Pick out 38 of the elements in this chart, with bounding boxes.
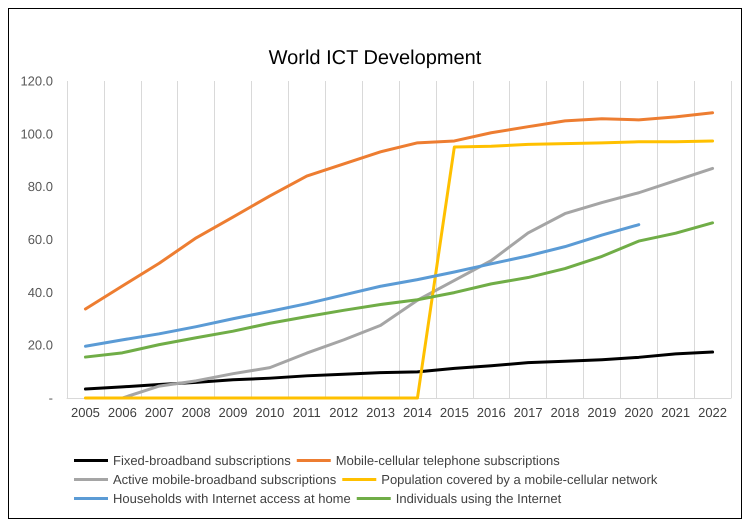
line-series xyxy=(120,166,714,400)
legend-label: Mobile-cellular telephone subscriptions xyxy=(336,453,560,468)
legend-label: Individuals using the Internet xyxy=(396,491,562,506)
legend-label: Active mobile-broadband subscriptions xyxy=(113,472,337,487)
x-tick-label: 2012 xyxy=(329,405,358,420)
line-series xyxy=(84,139,714,400)
x-tick-label: 2007 xyxy=(144,405,174,420)
line-series xyxy=(84,223,640,348)
x-tick-label: 2022 xyxy=(698,405,728,420)
legend-label: Population covered by a mobile-cellular network xyxy=(381,472,658,487)
y-tick-label: 60.0 xyxy=(28,232,53,247)
chart-title: World ICT Development xyxy=(268,47,482,69)
x-tick-label: 2014 xyxy=(402,405,432,420)
x-tick-label: 2008 xyxy=(182,405,211,420)
x-tick-label: 2018 xyxy=(550,405,580,420)
x-tick-label: 2016 xyxy=(476,405,506,420)
x-tick-label: 2017 xyxy=(514,405,543,420)
x-tick-label: 2020 xyxy=(624,405,654,420)
y-tick-label: 80.0 xyxy=(28,179,53,194)
legend-label: Fixed-broadband subscriptions xyxy=(113,453,292,468)
x-tick-label: 2015 xyxy=(440,405,469,420)
x-tick-label: 2011 xyxy=(292,405,321,420)
line-series xyxy=(84,350,714,391)
line-series xyxy=(84,221,714,359)
y-tick-label: - xyxy=(48,390,53,406)
y-tick-label: 120.0 xyxy=(20,74,53,88)
y-tick-label: 20.0 xyxy=(28,338,53,353)
legend-label: Households with Internet access at home xyxy=(113,491,351,506)
y-tick-label: 100.0 xyxy=(20,126,53,142)
x-tick-label: 2013 xyxy=(366,405,396,420)
x-tick-label: 2009 xyxy=(218,405,248,420)
y-tick-label: 40.0 xyxy=(28,284,53,300)
x-tick-label: 2019 xyxy=(587,405,616,420)
x-tick-label: 2005 xyxy=(70,405,100,420)
line-series xyxy=(84,111,714,310)
x-tick-label: 2010 xyxy=(255,405,284,420)
x-tick-label: 2006 xyxy=(108,405,137,420)
x-tick-label: 2021 xyxy=(661,405,690,420)
